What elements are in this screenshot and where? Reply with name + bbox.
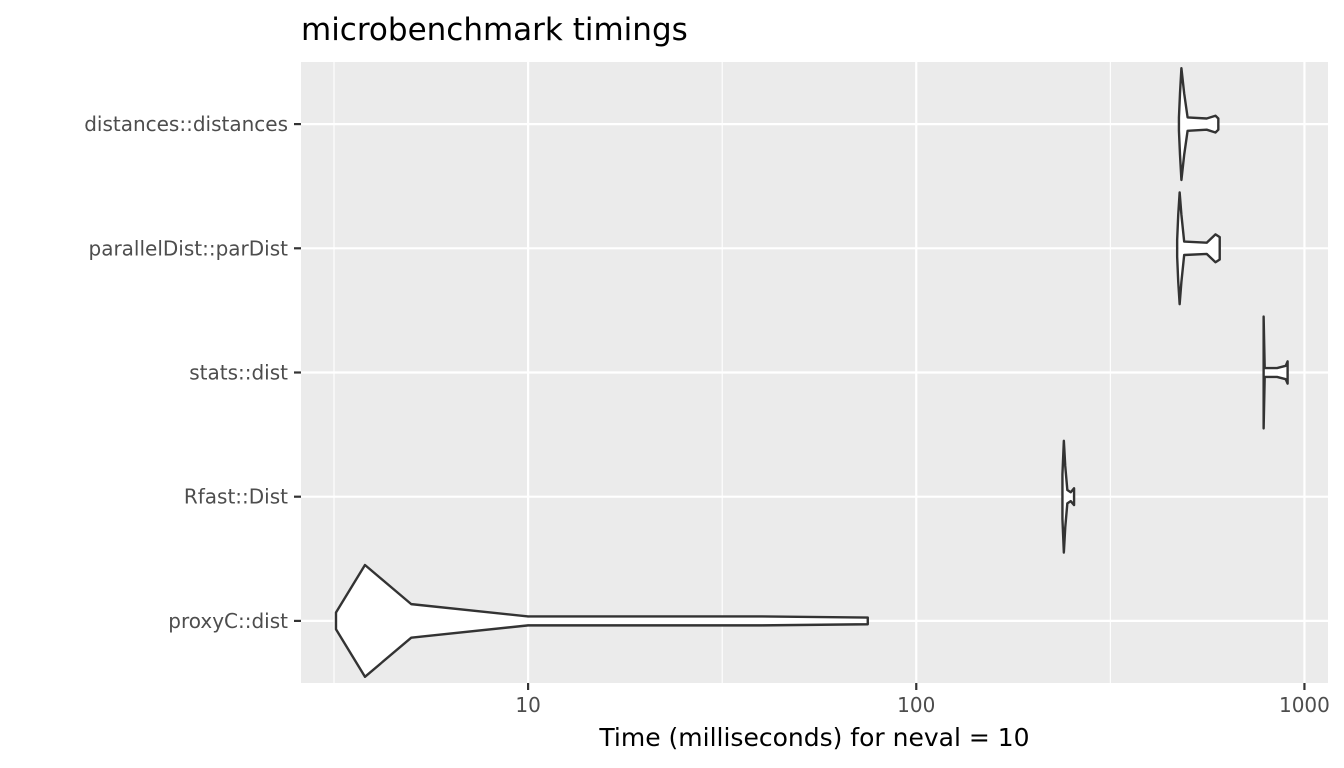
violin-stats-dist <box>1262 315 1289 430</box>
x-tick-label: 10 <box>515 693 540 717</box>
x-tick-label: 100 <box>897 693 935 717</box>
violin-distances-distances <box>1177 67 1220 182</box>
y-tick-label: proxyC::dist <box>168 609 288 633</box>
chart-title: microbenchmark timings <box>301 12 688 48</box>
x-axis: 10 100 1000 <box>515 683 1330 717</box>
y-axis: distances::distancesparallelDist::parDis… <box>84 112 301 633</box>
violin-paralleldist-pardist <box>1175 191 1221 306</box>
y-tick-label: parallelDist::parDist <box>89 236 289 260</box>
violin-proxyc-dist <box>334 563 869 678</box>
y-tick-label: distances::distances <box>84 112 288 136</box>
y-tick-label: Rfast::Dist <box>184 485 288 509</box>
x-axis-title: Time (milliseconds) for neval = 10 <box>598 723 1029 752</box>
y-tick-label: stats::dist <box>189 361 288 385</box>
violins <box>334 67 1289 678</box>
x-tick-label: 1000 <box>1279 693 1330 717</box>
violin-rfast-dist <box>1061 439 1076 554</box>
